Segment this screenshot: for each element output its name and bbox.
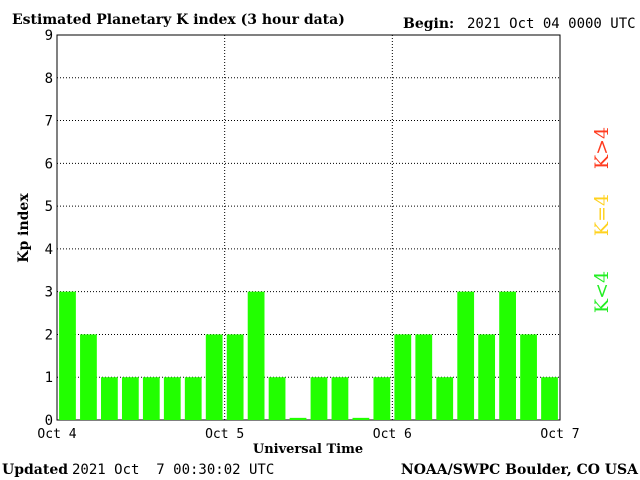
kp-bar (373, 377, 391, 420)
kp-bar (205, 334, 223, 420)
y-tick-labels: 0 1 2 3 4 5 6 7 8 9 (45, 28, 53, 429)
x-tick-label: Oct 6 (373, 427, 412, 442)
chart-title: Estimated Planetary K index (3 hour data… (12, 12, 345, 28)
kp-bar (520, 334, 537, 420)
kp-bar (163, 377, 181, 420)
kp-bar (226, 334, 244, 420)
y-tick-label: 3 (45, 285, 53, 301)
kp-bar (499, 291, 516, 420)
y-tick-label: 1 (45, 370, 53, 386)
y-tick-label: 0 (45, 413, 53, 429)
y-axis-label: Kp index (16, 193, 32, 263)
bars (59, 291, 558, 420)
kp-bar (289, 417, 307, 420)
x-axis-label: Universal Time (253, 442, 363, 457)
kp-bar (59, 291, 76, 420)
x-tick-label: Oct 5 (205, 427, 244, 442)
legend-k-equal-4: K=4 (591, 194, 613, 236)
kp-bar (331, 377, 349, 420)
grid-lines (57, 35, 560, 420)
kp-bar (394, 334, 412, 420)
y-tick-label: 9 (45, 28, 53, 44)
y-tick-label: 2 (45, 327, 53, 343)
y-tick-label: 5 (45, 199, 53, 215)
legend-k-less-4: K<4 (591, 271, 613, 313)
plot-area (56, 34, 561, 421)
kp-bar (247, 291, 265, 420)
kp-bar (142, 377, 160, 420)
y-tick-label: 8 (45, 71, 53, 87)
y-tick-label: 4 (45, 242, 53, 258)
x-tick-label: Oct 7 (540, 427, 579, 442)
kp-bar (80, 334, 97, 420)
kp-bar (457, 291, 475, 420)
kp-bar (101, 377, 118, 420)
begin-label: Begin: (403, 16, 454, 32)
kp-bar (436, 377, 454, 420)
kp-bar (415, 334, 433, 420)
begin-value: 2021 Oct 04 0000 UTC (467, 16, 636, 32)
source-credit: NOAA/SWPC Boulder, CO USA (401, 462, 639, 478)
y-tick-label: 6 (45, 156, 53, 172)
kp-bar (352, 417, 370, 420)
y-tick-label: 7 (45, 114, 53, 130)
kp-bar (268, 377, 286, 420)
kp-bar (310, 377, 328, 420)
kp-bar (541, 377, 558, 420)
updated-value: 2021 Oct 7 00:30:02 UTC (72, 462, 274, 478)
legend-k-greater-4: K>4 (591, 127, 613, 169)
updated-label: Updated (2, 462, 68, 478)
kp-bar (478, 334, 496, 420)
kp-bar (121, 377, 139, 420)
x-tick-label: Oct 4 (37, 427, 76, 442)
x-tick-labels: Oct 4 Oct 5 Oct 6 Oct 7 (37, 427, 579, 442)
kp-bar (184, 377, 202, 420)
